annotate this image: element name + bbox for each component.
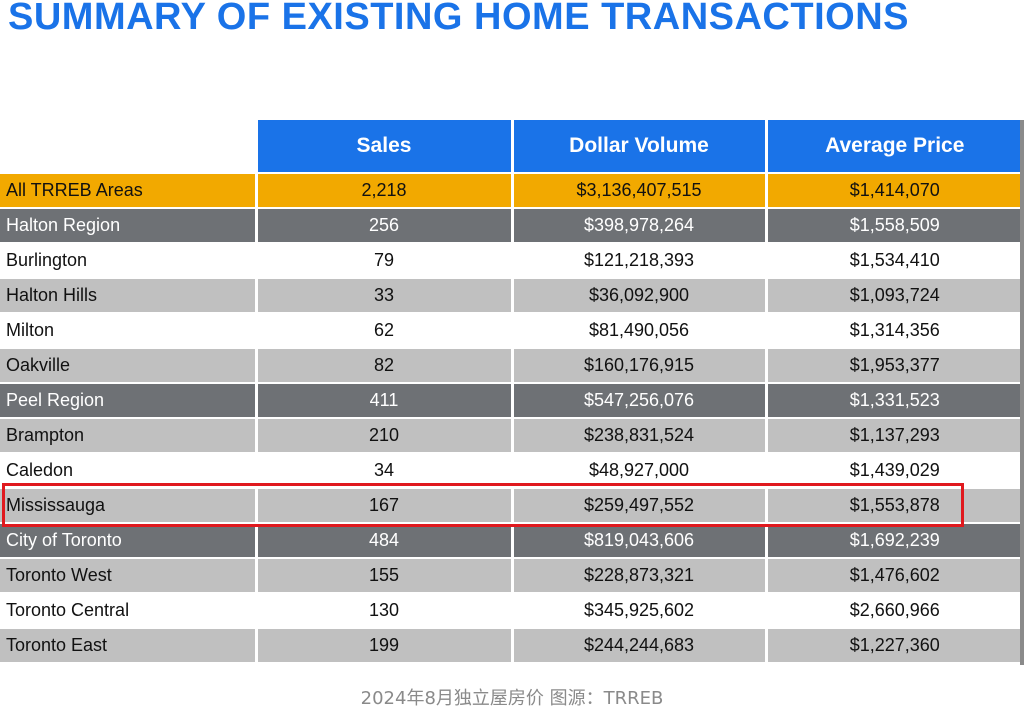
table-row: Milton 62 $81,490,056 $1,314,356 bbox=[0, 312, 1022, 348]
area-cell: Caledon bbox=[0, 452, 256, 488]
area-cell: Burlington bbox=[0, 242, 256, 278]
average-price-cell: $1,314,356 bbox=[764, 312, 1022, 348]
dollar-volume-cell: $345,925,602 bbox=[510, 592, 766, 628]
average-price-cell: $1,331,523 bbox=[764, 382, 1022, 418]
dollar-volume-cell: $238,831,524 bbox=[510, 417, 766, 453]
area-cell: All TRREB Areas bbox=[0, 172, 256, 208]
table-header-row: Sales Dollar Volume Average Price bbox=[0, 120, 1022, 173]
area-cell: Milton bbox=[0, 312, 256, 348]
sales-cell: 34 bbox=[254, 452, 512, 488]
table-row: Halton Hills 33 $36,092,900 $1,093,724 bbox=[0, 277, 1022, 313]
area-cell: Halton Region bbox=[0, 207, 256, 243]
table-row: Mississauga 167 $259,497,552 $1,553,878 bbox=[0, 487, 1022, 523]
average-price-cell: $2,660,966 bbox=[764, 592, 1022, 628]
dollar-volume-cell: $48,927,000 bbox=[510, 452, 766, 488]
average-price-cell: $1,414,070 bbox=[764, 172, 1022, 208]
average-price-cell: $1,439,029 bbox=[764, 452, 1022, 488]
area-cell: Brampton bbox=[0, 417, 256, 453]
dollar-volume-cell: $36,092,900 bbox=[510, 277, 766, 313]
dollar-volume-cell: $244,244,683 bbox=[510, 627, 766, 662]
sales-cell: 199 bbox=[254, 627, 512, 662]
table-row: Brampton 210 $238,831,524 $1,137,293 bbox=[0, 417, 1022, 453]
table-row: Caledon 34 $48,927,000 $1,439,029 bbox=[0, 452, 1022, 488]
table-row: City of Toronto 484 $819,043,606 $1,692,239 bbox=[0, 522, 1022, 558]
dollar-volume-cell: $819,043,606 bbox=[510, 522, 766, 558]
sales-cell: 62 bbox=[254, 312, 512, 348]
average-price-cell: $1,476,602 bbox=[764, 557, 1022, 593]
table-row: Burlington 79 $121,218,393 $1,534,410 bbox=[0, 242, 1022, 278]
dollar-volume-cell: $259,497,552 bbox=[510, 487, 766, 523]
image-caption: 2024年8月独立屋房价 图源：TRREB bbox=[360, 688, 664, 709]
sales-cell: 82 bbox=[254, 347, 512, 383]
table-row: Toronto Central 130 $345,925,602 $2,660,966 bbox=[0, 592, 1022, 628]
area-cell: Halton Hills bbox=[0, 277, 256, 313]
area-cell: Peel Region bbox=[0, 382, 256, 418]
average-price-cell: $1,953,377 bbox=[764, 347, 1022, 383]
average-price-cell: $1,692,239 bbox=[764, 522, 1022, 558]
table-row: Halton Region 256 $398,978,264 $1,558,509 bbox=[0, 207, 1022, 243]
dollar-volume-cell: $398,978,264 bbox=[510, 207, 766, 243]
area-cell: Oakville bbox=[0, 347, 256, 383]
sales-cell: 484 bbox=[254, 522, 512, 558]
header-sales: Sales bbox=[254, 120, 512, 173]
sales-cell: 411 bbox=[254, 382, 512, 418]
area-cell: Mississauga bbox=[0, 487, 256, 523]
area-cell: City of Toronto bbox=[0, 522, 256, 558]
sales-cell: 256 bbox=[254, 207, 512, 243]
transactions-table: Sales Dollar Volume Average Price All TR… bbox=[0, 120, 1022, 662]
area-cell: Toronto Central bbox=[0, 592, 256, 628]
sales-cell: 210 bbox=[254, 417, 512, 453]
header-average-price: Average Price bbox=[764, 120, 1022, 173]
table-row: Toronto East 199 $244,244,683 $1,227,360 bbox=[0, 627, 1022, 662]
sales-cell: 167 bbox=[254, 487, 512, 523]
average-price-cell: $1,553,878 bbox=[764, 487, 1022, 523]
table-row: All TRREB Areas 2,218 $3,136,407,515 $1,414… bbox=[0, 172, 1022, 208]
average-price-cell: $1,534,410 bbox=[764, 242, 1022, 278]
table-row: Oakville 82 $160,176,915 $1,953,377 bbox=[0, 347, 1022, 383]
dollar-volume-cell: $547,256,076 bbox=[510, 382, 766, 418]
sales-cell: 33 bbox=[254, 277, 512, 313]
average-price-cell: $1,227,360 bbox=[764, 627, 1022, 662]
sales-cell: 155 bbox=[254, 557, 512, 593]
area-cell: Toronto West bbox=[0, 557, 256, 593]
average-price-cell: $1,093,724 bbox=[764, 277, 1022, 313]
dollar-volume-cell: $121,218,393 bbox=[510, 242, 766, 278]
average-price-cell: $1,137,293 bbox=[764, 417, 1022, 453]
header-corner bbox=[0, 120, 256, 173]
sales-cell: 79 bbox=[254, 242, 512, 278]
header-dollar-volume: Dollar Volume bbox=[510, 120, 766, 173]
page-title: SUMMARY OF EXISTING HOME TRANSACTIONS bbox=[8, 0, 909, 38]
area-cell: Toronto East bbox=[0, 627, 256, 662]
dollar-volume-cell: $228,873,321 bbox=[510, 557, 766, 593]
sales-cell: 2,218 bbox=[254, 172, 512, 208]
table-row: Peel Region 411 $547,256,076 $1,331,523 bbox=[0, 382, 1022, 418]
average-price-cell: $1,558,509 bbox=[764, 207, 1022, 243]
sales-cell: 130 bbox=[254, 592, 512, 628]
dollar-volume-cell: $160,176,915 bbox=[510, 347, 766, 383]
dollar-volume-cell: $81,490,056 bbox=[510, 312, 766, 348]
dollar-volume-cell: $3,136,407,515 bbox=[510, 172, 766, 208]
table-right-edge bbox=[1020, 120, 1024, 665]
table-row: Toronto West 155 $228,873,321 $1,476,602 bbox=[0, 557, 1022, 593]
